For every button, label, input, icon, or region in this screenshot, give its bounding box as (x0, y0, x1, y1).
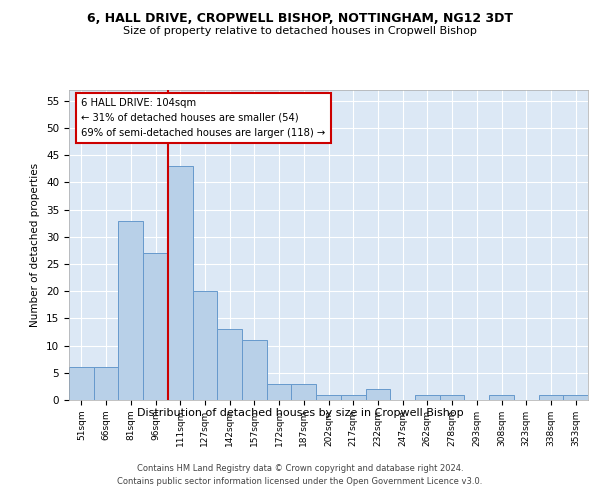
Bar (168, 166, 193, 400)
Bar (69, 368, 94, 400)
Bar (267, 384, 292, 400)
Bar (193, 291, 217, 400)
Text: Contains HM Land Registry data © Crown copyright and database right 2024.: Contains HM Land Registry data © Crown c… (137, 464, 463, 473)
Text: 6, HALL DRIVE, CROPWELL BISHOP, NOTTINGHAM, NG12 3DT: 6, HALL DRIVE, CROPWELL BISHOP, NOTTINGH… (87, 12, 513, 26)
Bar (118, 220, 143, 400)
Bar (341, 394, 365, 400)
Bar (365, 389, 390, 400)
Bar (143, 253, 168, 400)
Text: 6 HALL DRIVE: 104sqm
← 31% of detached houses are smaller (54)
69% of semi-detac: 6 HALL DRIVE: 104sqm ← 31% of detached h… (82, 98, 326, 138)
Text: Distribution of detached houses by size in Cropwell Bishop: Distribution of detached houses by size … (137, 408, 463, 418)
Bar (217, 330, 242, 400)
Bar (489, 394, 514, 400)
Bar (316, 394, 341, 400)
Text: Contains public sector information licensed under the Open Government Licence v3: Contains public sector information licen… (118, 478, 482, 486)
Bar (563, 394, 588, 400)
Bar (292, 384, 316, 400)
Text: Size of property relative to detached houses in Cropwell Bishop: Size of property relative to detached ho… (123, 26, 477, 36)
Bar (440, 394, 464, 400)
Bar (242, 340, 267, 400)
Y-axis label: Number of detached properties: Number of detached properties (31, 163, 40, 327)
Bar (94, 368, 118, 400)
Bar (415, 394, 440, 400)
Bar (539, 394, 563, 400)
